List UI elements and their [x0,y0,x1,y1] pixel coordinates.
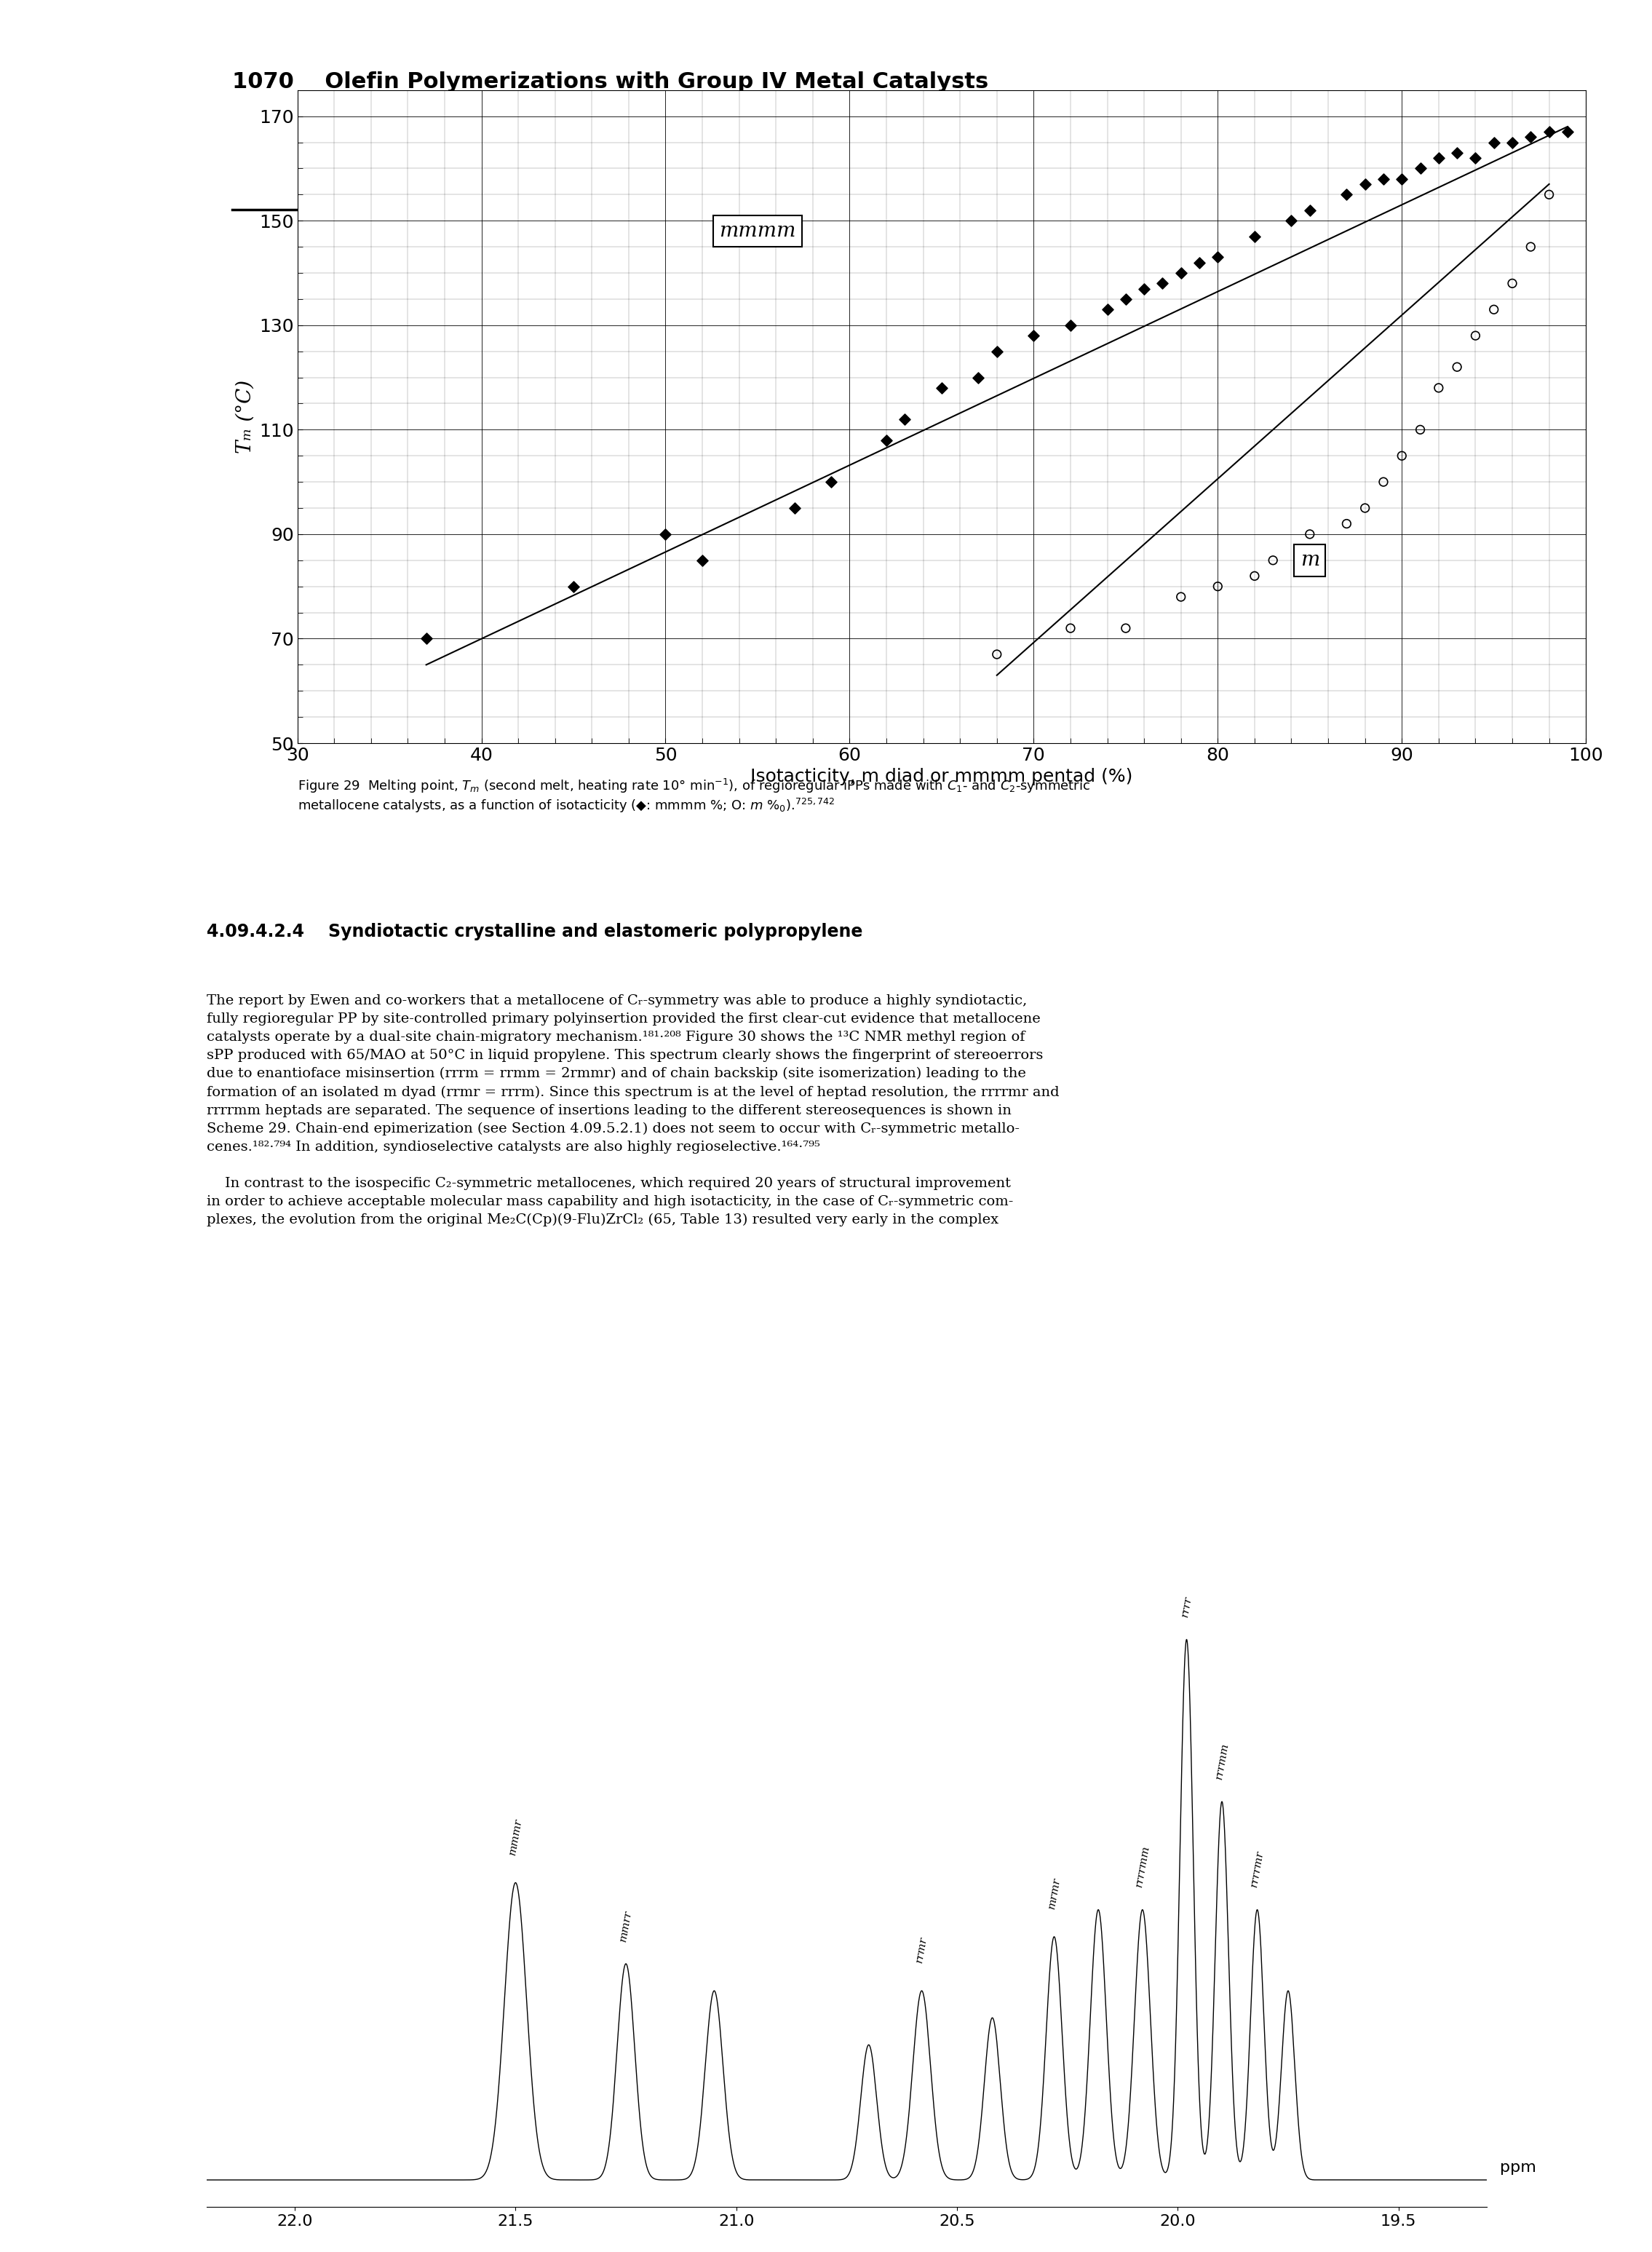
Point [983,637,1009,673]
Text: rrrmm: rrrmm [1214,1741,1231,1779]
Text: rrrr: rrrr [1180,1594,1193,1617]
Text: rrrrmr: rrrrmr [1249,1849,1265,1887]
Text: ppm: ppm [1500,2160,1536,2175]
Text: mmrr: mmrr [618,1910,634,1941]
Point [1408,151,1434,187]
Point [1426,369,1452,405]
Point [1168,254,1194,291]
Point [1426,140,1452,176]
Point [1021,318,1047,354]
Point [1389,437,1416,473]
Point [965,360,991,396]
Point [1168,579,1194,615]
Point [1204,239,1231,275]
Point [874,421,900,457]
Point [1297,191,1323,227]
Point [1555,115,1581,151]
Point [1408,412,1434,448]
Point [1536,115,1563,151]
Text: rrmr: rrmr [915,1937,928,1964]
Text: The report by Ewen and co-workers that a metallocene of Cᵣ-symmetry was able to : The report by Ewen and co-workers that a… [206,993,1059,1227]
Text: 1070    Olefin Polymerizations with Group IV Metal Catalysts: 1070 Olefin Polymerizations with Group I… [231,72,988,92]
Point [1444,349,1470,385]
Point [1241,218,1267,254]
Text: mmmr: mmmr [507,1817,524,1856]
Point [1333,176,1360,212]
Point [928,369,955,405]
Point [1057,306,1084,342]
Point [1389,160,1416,196]
Point [1204,568,1231,604]
Text: Figure 29  Melting point, $T_m$ (second melt, heating rate 10° min$^{-1}$), of r: Figure 29 Melting point, $T_m$ (second m… [297,777,1090,815]
Point [1444,135,1470,171]
Point [1112,610,1138,646]
Point [1370,464,1396,500]
Y-axis label: Tₘ (°C): Tₘ (°C) [236,381,254,453]
Point [1518,119,1545,155]
Point [1462,318,1488,354]
Point [1333,507,1360,543]
X-axis label: Isotacticity, m diad or mmmm pentad (%): Isotacticity, m diad or mmmm pentad (%) [750,768,1133,786]
Point [689,543,715,579]
Point [983,333,1009,369]
Point [1480,124,1507,160]
Text: mmmm: mmmm [719,221,796,241]
Point [1260,543,1287,579]
Point [1370,160,1396,196]
Text: rrrrmm: rrrrmm [1133,1844,1151,1887]
Point [1112,282,1138,318]
Point [413,622,439,658]
Point [560,568,586,604]
Point [1351,491,1378,527]
Point [818,464,844,500]
Point [1241,558,1267,595]
Point [1498,124,1525,160]
Point [1351,167,1378,203]
Point [1186,245,1213,282]
Point [1057,610,1084,646]
Point [1094,291,1120,327]
Point [1498,266,1525,302]
Point [1536,176,1563,212]
Text: 4.09.4.2.4    Syndiotactic crystalline and elastomeric polypropylene: 4.09.4.2.4 Syndiotactic crystalline and … [206,923,862,941]
Point [1462,140,1488,176]
Point [892,401,919,437]
Point [1279,203,1305,239]
Point [1132,270,1158,306]
Point [1297,516,1323,552]
Text: mrmr: mrmr [1046,1876,1062,1910]
Point [1150,266,1176,302]
Point [653,516,679,552]
Point [1480,291,1507,327]
Text: m: m [1300,549,1320,570]
Point [781,491,808,527]
Point [1518,230,1545,266]
